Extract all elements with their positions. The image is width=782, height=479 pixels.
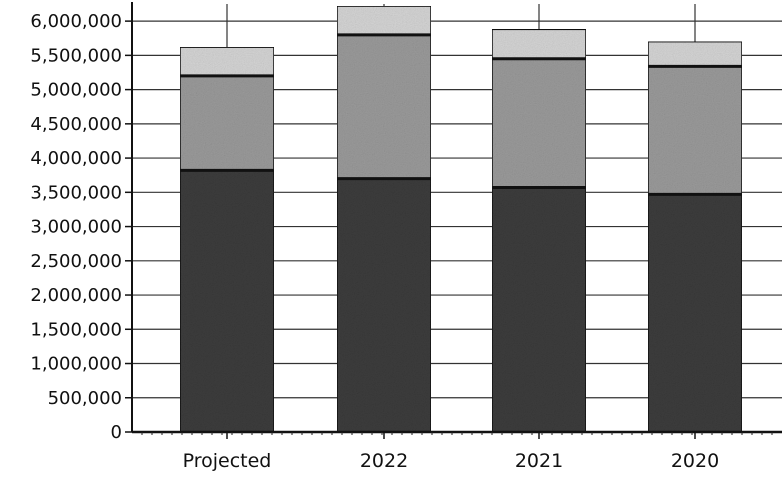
x-tick-label: 2022 — [360, 450, 408, 472]
bar-segment — [179, 169, 275, 433]
bar-segment — [491, 28, 587, 60]
y-tick-label: 4,000,000 — [30, 148, 122, 169]
y-tick-label: 4,500,000 — [30, 114, 122, 135]
x-tick-label: 2020 — [671, 450, 719, 472]
bar-segment — [647, 193, 743, 433]
y-tick-label: 2,500,000 — [30, 251, 122, 272]
y-tick-label: 6,000,000 — [30, 11, 122, 32]
bar-segment — [491, 186, 587, 433]
bar-segment — [179, 46, 275, 77]
y-tick-label: 3,000,000 — [30, 217, 122, 238]
bar-segment — [336, 177, 432, 433]
y-tick-label: 1,000,000 — [30, 354, 122, 375]
bar-segment — [336, 34, 432, 180]
bars — [179, 5, 743, 433]
bar-segment — [179, 75, 275, 172]
bar-segment — [647, 65, 743, 196]
y-tick-label: 5,500,000 — [30, 45, 122, 66]
y-tick-label: 2,000,000 — [30, 285, 122, 306]
y-tick-label: 1,500,000 — [30, 319, 122, 340]
y-tick-labels: 0 500,000 1,000,000 1,500,000 2,000,000 2,500… — [30, 11, 122, 443]
bar-stack — [491, 28, 587, 433]
y-tick-label: 500,000 — [48, 388, 122, 409]
axes — [125, 2, 782, 439]
x-tick-labels: Projected 2022 2021 2020 — [183, 450, 720, 472]
bar-segment — [647, 40, 743, 68]
y-tick-label: 3,500,000 — [30, 182, 122, 203]
y-tick-label: 0 — [111, 422, 122, 443]
bar-stack — [179, 46, 275, 433]
x-tick-label: Projected — [183, 450, 272, 472]
bar-segment — [491, 58, 587, 189]
bar-stack — [647, 40, 743, 433]
bar-stack — [336, 5, 432, 433]
x-tick-label: 2021 — [515, 450, 563, 472]
bar-segment — [336, 5, 432, 36]
y-tick-label: 5,000,000 — [30, 80, 122, 101]
